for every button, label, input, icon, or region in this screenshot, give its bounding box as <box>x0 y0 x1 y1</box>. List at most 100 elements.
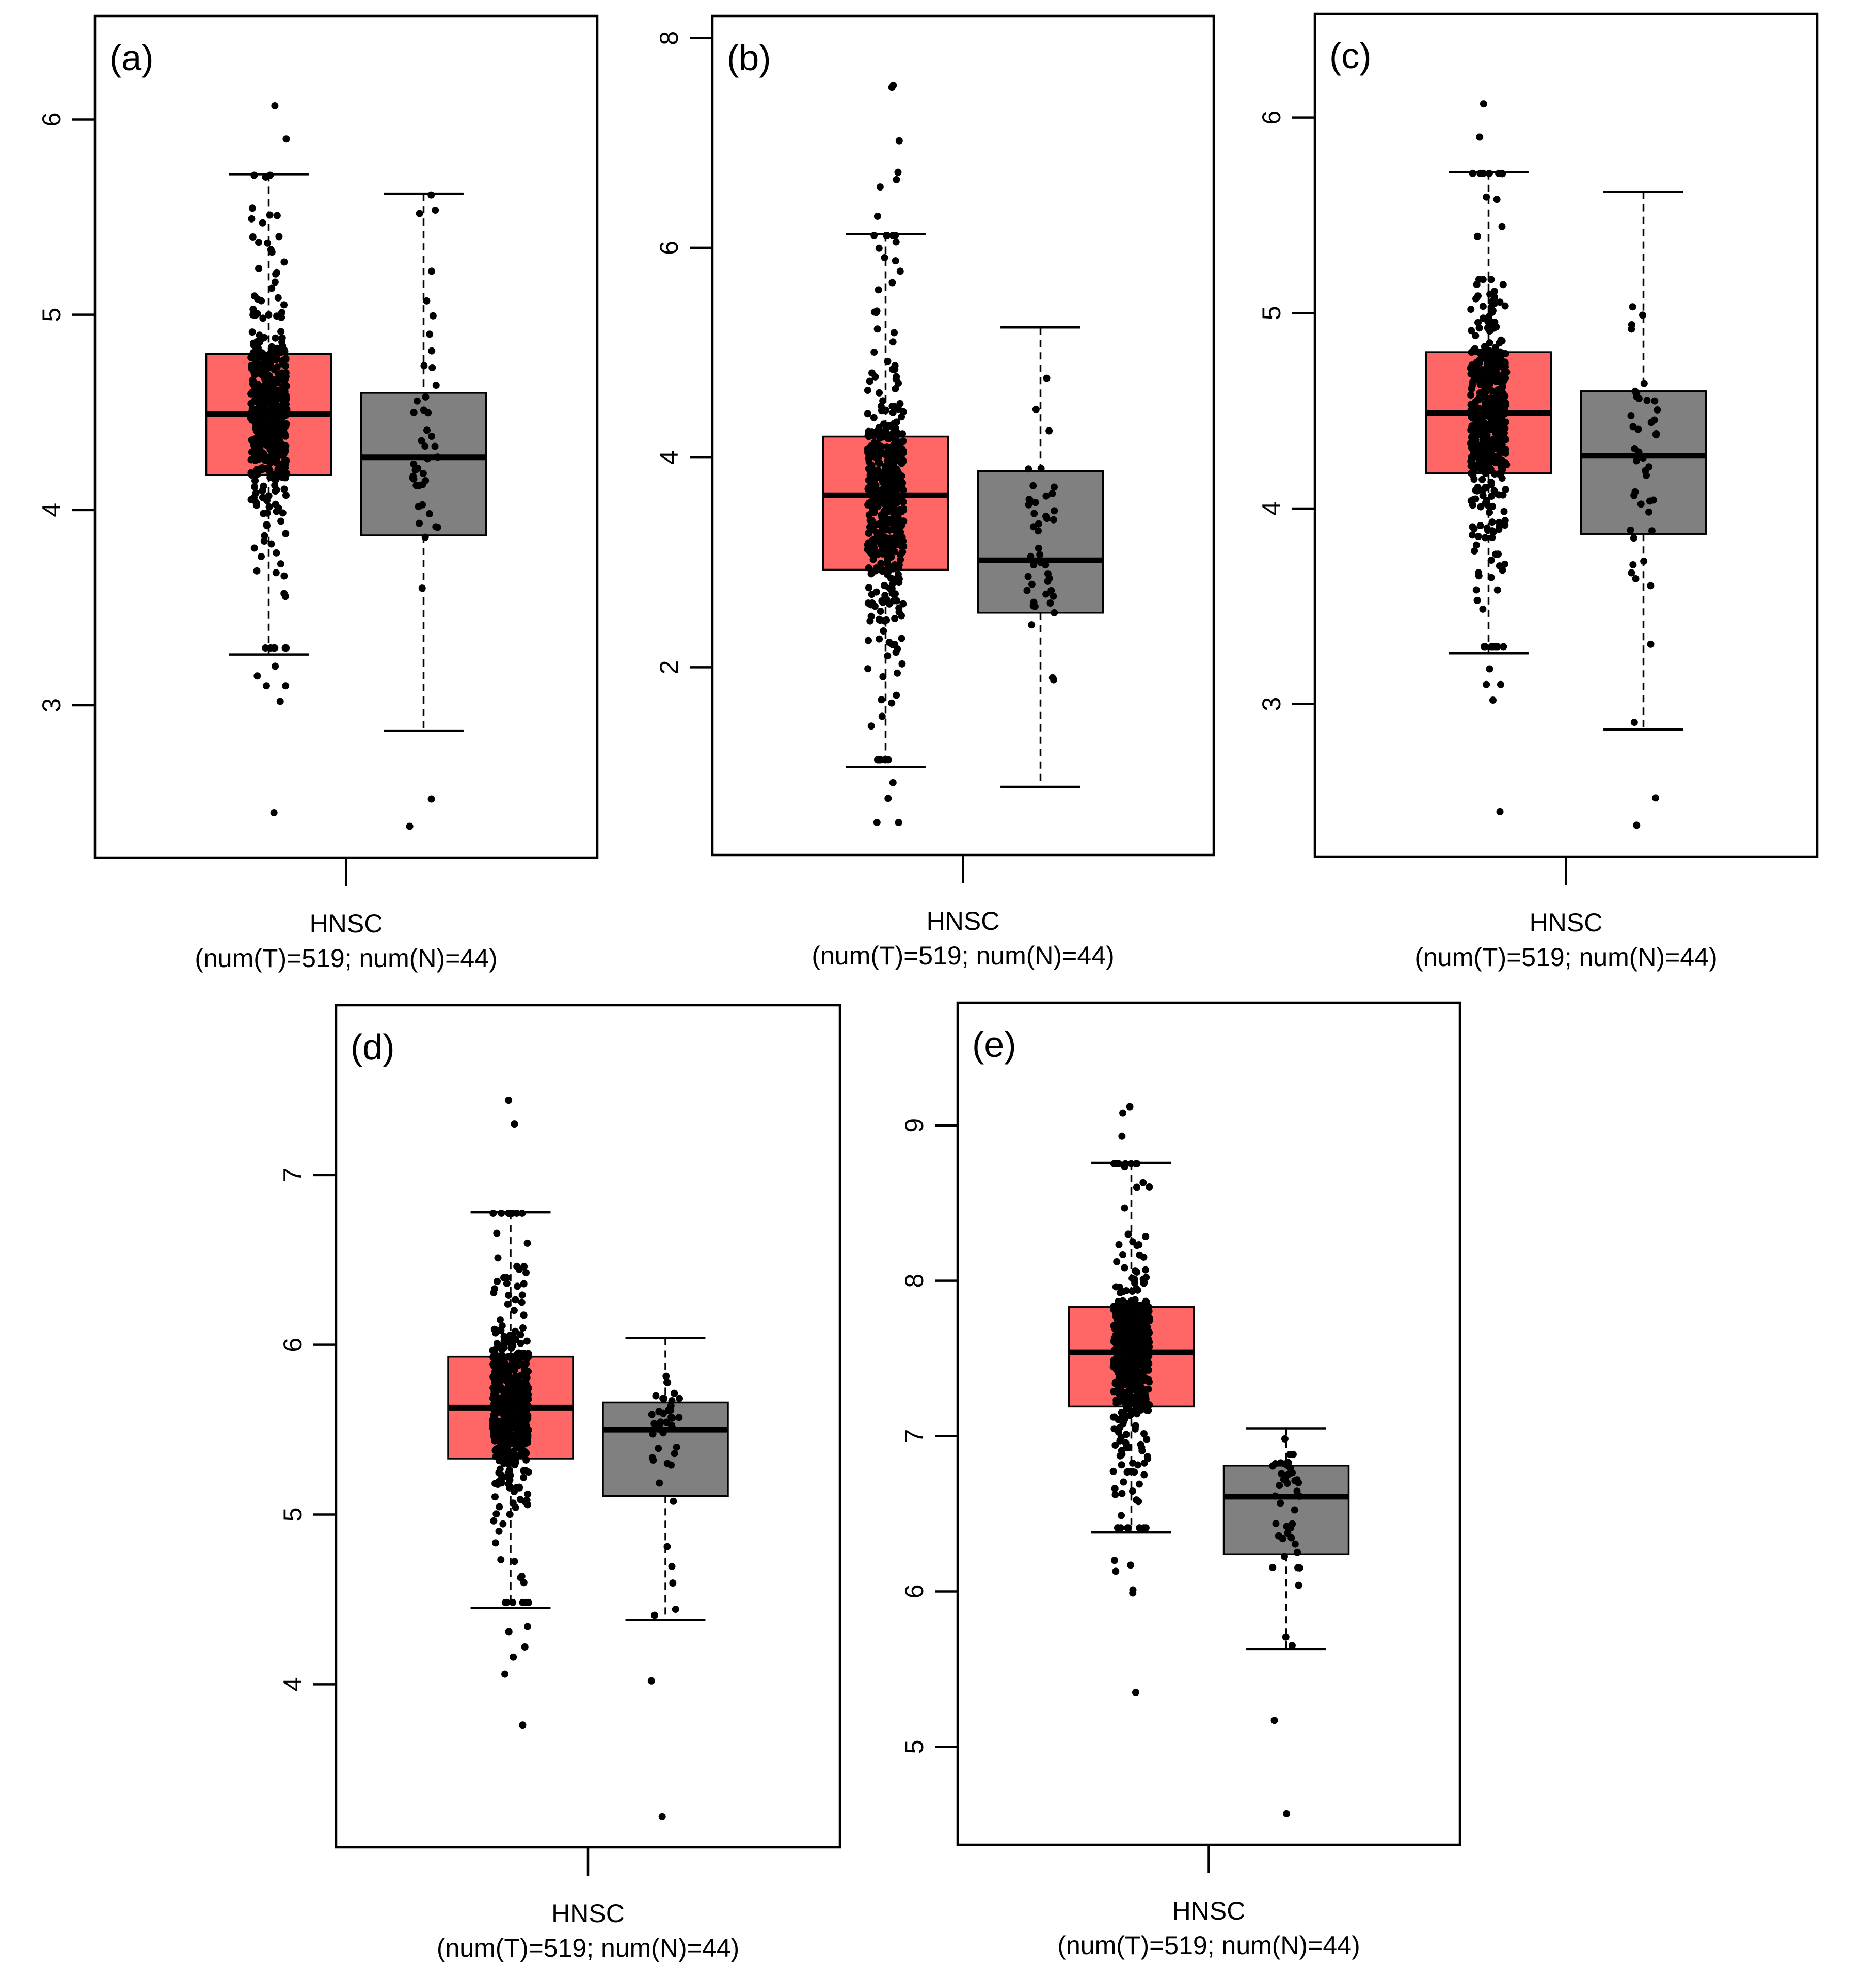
data-point <box>1630 534 1637 542</box>
data-point <box>273 363 281 371</box>
tumor-box-group <box>822 82 949 827</box>
data-point <box>524 1598 532 1606</box>
data-point <box>248 328 256 336</box>
data-point <box>1138 1374 1146 1382</box>
data-point <box>892 238 900 246</box>
data-point <box>1112 1396 1120 1404</box>
data-point <box>892 385 899 392</box>
outlier-point <box>1129 1589 1137 1597</box>
data-point <box>494 1446 501 1453</box>
data-point <box>1135 1302 1143 1309</box>
data-point <box>1050 592 1057 600</box>
data-point <box>250 292 258 300</box>
data-point <box>422 393 430 401</box>
data-point <box>1497 169 1505 177</box>
data-point <box>253 567 261 575</box>
data-point <box>494 1381 501 1389</box>
data-point <box>524 1350 532 1357</box>
data-point <box>899 505 907 513</box>
normal-points <box>1627 303 1661 829</box>
data-point <box>280 485 288 493</box>
data-point <box>657 1418 664 1426</box>
data-point <box>266 211 274 219</box>
data-point <box>1140 1430 1148 1438</box>
normal-box-group <box>977 326 1104 788</box>
data-point <box>673 1443 680 1451</box>
data-point <box>261 456 269 464</box>
y-tick-label: 6 <box>1257 110 1286 125</box>
data-point <box>1047 587 1055 594</box>
data-point <box>425 510 433 518</box>
data-point <box>1119 1251 1127 1259</box>
data-point <box>899 486 907 494</box>
data-point <box>1502 486 1509 494</box>
y-tick-label: 7 <box>278 1168 307 1182</box>
data-point <box>271 450 278 458</box>
data-point <box>888 450 896 457</box>
data-point <box>507 1344 515 1352</box>
outlier-point <box>1127 1561 1135 1569</box>
y-tick-label: 4 <box>278 1677 307 1691</box>
data-point <box>1643 397 1651 404</box>
data-point <box>1627 526 1634 534</box>
data-point <box>429 312 437 320</box>
outlier-point <box>282 682 290 690</box>
data-point <box>1640 557 1648 565</box>
data-point <box>1120 1301 1127 1309</box>
tumor-points <box>1467 100 1511 815</box>
data-point <box>412 482 420 489</box>
data-point <box>1498 412 1506 420</box>
data-point <box>514 1452 521 1460</box>
data-point <box>1496 298 1504 306</box>
data-point <box>882 475 890 483</box>
outlier-point <box>1633 821 1641 829</box>
data-point <box>1051 609 1058 616</box>
data-point <box>1471 401 1479 409</box>
data-point <box>868 369 876 377</box>
y-tick-label: 8 <box>655 31 683 45</box>
data-point <box>1146 1317 1153 1325</box>
outlier-point <box>894 168 902 176</box>
y-tick-label: 6 <box>900 1585 929 1599</box>
data-point <box>870 308 878 316</box>
data-point <box>520 1467 528 1475</box>
data-point <box>268 284 276 292</box>
outlier-point <box>895 137 903 145</box>
data-point <box>888 699 896 707</box>
data-point <box>503 1371 511 1379</box>
data-point <box>865 637 872 644</box>
data-point <box>1470 443 1477 451</box>
data-point <box>280 258 288 266</box>
data-point <box>1629 303 1636 311</box>
data-point <box>517 1331 524 1339</box>
data-point <box>1283 1480 1291 1487</box>
data-point <box>509 1598 517 1606</box>
data-point <box>1493 586 1501 594</box>
outlier-point <box>1112 1567 1120 1575</box>
data-point <box>494 1481 502 1488</box>
data-point <box>265 311 273 319</box>
data-point <box>1628 325 1635 333</box>
data-point <box>1470 476 1478 483</box>
data-point <box>1269 1563 1277 1571</box>
data-point <box>1133 1268 1141 1276</box>
data-point <box>1118 1490 1126 1497</box>
data-point <box>276 451 284 459</box>
data-point <box>1139 1179 1147 1186</box>
data-point <box>1272 1519 1280 1527</box>
data-point <box>670 1497 677 1505</box>
y-tick-label: 5 <box>900 1740 929 1754</box>
data-point <box>898 460 905 467</box>
data-point <box>1498 468 1505 476</box>
data-point <box>1123 1444 1131 1451</box>
x-category-label: HNSC <box>310 909 383 938</box>
outlier-point <box>893 176 900 183</box>
data-point <box>281 362 289 370</box>
data-point <box>1483 400 1491 407</box>
data-point <box>249 389 257 397</box>
outlier-point <box>1476 133 1484 141</box>
data-point <box>876 635 883 643</box>
data-point <box>1495 386 1502 393</box>
data-point <box>892 590 899 598</box>
